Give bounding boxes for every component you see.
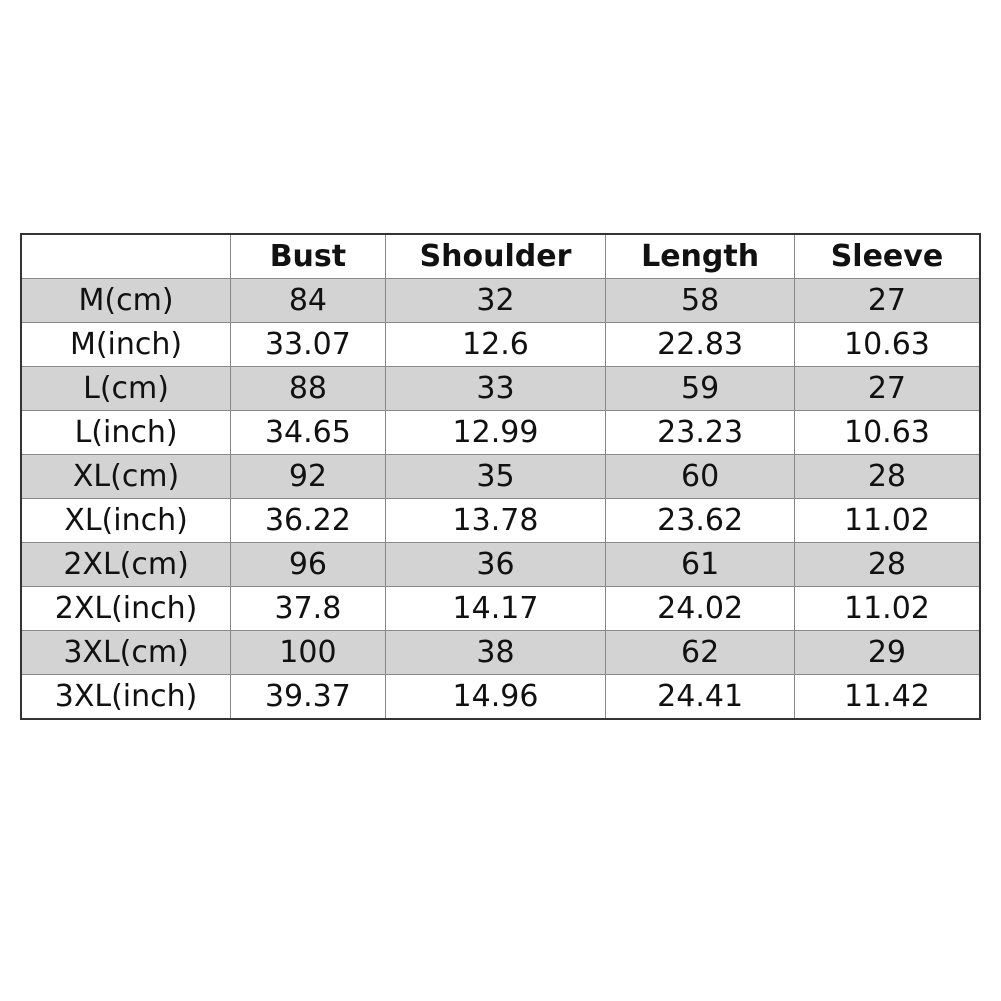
length-cell: 23.62 (605, 498, 795, 543)
length-cell: 24.41 (605, 674, 795, 720)
table-row: 3XL(cm) 100 38 62 29 (20, 630, 981, 675)
sleeve-cell: 28 (793, 542, 981, 587)
length-cell: 60 (605, 454, 795, 499)
shoulder-cell: 32 (384, 278, 607, 323)
table-row: 3XL(inch) 39.37 14.96 24.41 11.42 (20, 674, 981, 720)
bust-cell: 34.65 (230, 410, 386, 455)
table-row: 2XL(cm) 96 36 61 28 (20, 542, 981, 587)
shoulder-cell: 14.96 (384, 674, 607, 720)
header-length: Length (605, 233, 795, 279)
size-chart-table: Bust Shoulder Length Sleeve M(cm) 84 32 58 2… (20, 233, 981, 720)
size-label: 3XL(cm) (20, 630, 232, 675)
shoulder-cell: 38 (384, 630, 607, 675)
size-label: 2XL(cm) (20, 542, 232, 587)
header-shoulder: Shoulder (384, 233, 607, 279)
length-cell: 22.83 (605, 322, 795, 367)
bust-cell: 36.22 (230, 498, 386, 543)
length-cell: 59 (605, 366, 795, 411)
sleeve-cell: 28 (793, 454, 981, 499)
sleeve-cell: 11.02 (793, 498, 981, 543)
sleeve-cell: 11.42 (793, 674, 981, 720)
shoulder-cell: 14.17 (384, 586, 607, 631)
table-body: M(cm) 84 32 58 27 M(inch) 33.07 12.6 22.83 10.63 L… (20, 278, 981, 720)
sleeve-cell: 11.02 (793, 586, 981, 631)
size-label: 3XL(inch) (20, 674, 232, 720)
length-cell: 61 (605, 542, 795, 587)
bust-cell: 33.07 (230, 322, 386, 367)
bust-cell: 88 (230, 366, 386, 411)
shoulder-cell: 13.78 (384, 498, 607, 543)
shoulder-cell: 36 (384, 542, 607, 587)
length-cell: 62 (605, 630, 795, 675)
size-label: L(cm) (20, 366, 232, 411)
bust-cell: 37.8 (230, 586, 386, 631)
length-cell: 24.02 (605, 586, 795, 631)
size-label: M(cm) (20, 278, 232, 323)
shoulder-cell: 33 (384, 366, 607, 411)
bust-cell: 92 (230, 454, 386, 499)
size-label: L(inch) (20, 410, 232, 455)
size-label: 2XL(inch) (20, 586, 232, 631)
table-row: M(cm) 84 32 58 27 (20, 278, 981, 323)
sleeve-cell: 27 (793, 366, 981, 411)
table-row: XL(cm) 92 35 60 28 (20, 454, 981, 499)
sleeve-cell: 29 (793, 630, 981, 675)
table-row: L(inch) 34.65 12.99 23.23 10.63 (20, 410, 981, 455)
sleeve-cell: 10.63 (793, 322, 981, 367)
size-label: XL(cm) (20, 454, 232, 499)
header-corner (20, 233, 232, 279)
table-row: XL(inch) 36.22 13.78 23.62 11.02 (20, 498, 981, 543)
table-row: M(inch) 33.07 12.6 22.83 10.63 (20, 322, 981, 367)
bust-cell: 96 (230, 542, 386, 587)
shoulder-cell: 35 (384, 454, 607, 499)
size-label: XL(inch) (20, 498, 232, 543)
header-row: Bust Shoulder Length Sleeve (20, 233, 981, 279)
shoulder-cell: 12.99 (384, 410, 607, 455)
bust-cell: 39.37 (230, 674, 386, 720)
length-cell: 58 (605, 278, 795, 323)
table-row: L(cm) 88 33 59 27 (20, 366, 981, 411)
bust-cell: 84 (230, 278, 386, 323)
size-label: M(inch) (20, 322, 232, 367)
header-sleeve: Sleeve (793, 233, 981, 279)
length-cell: 23.23 (605, 410, 795, 455)
table-row: 2XL(inch) 37.8 14.17 24.02 11.02 (20, 586, 981, 631)
header-bust: Bust (230, 233, 386, 279)
sleeve-cell: 10.63 (793, 410, 981, 455)
bust-cell: 100 (230, 630, 386, 675)
sleeve-cell: 27 (793, 278, 981, 323)
shoulder-cell: 12.6 (384, 322, 607, 367)
